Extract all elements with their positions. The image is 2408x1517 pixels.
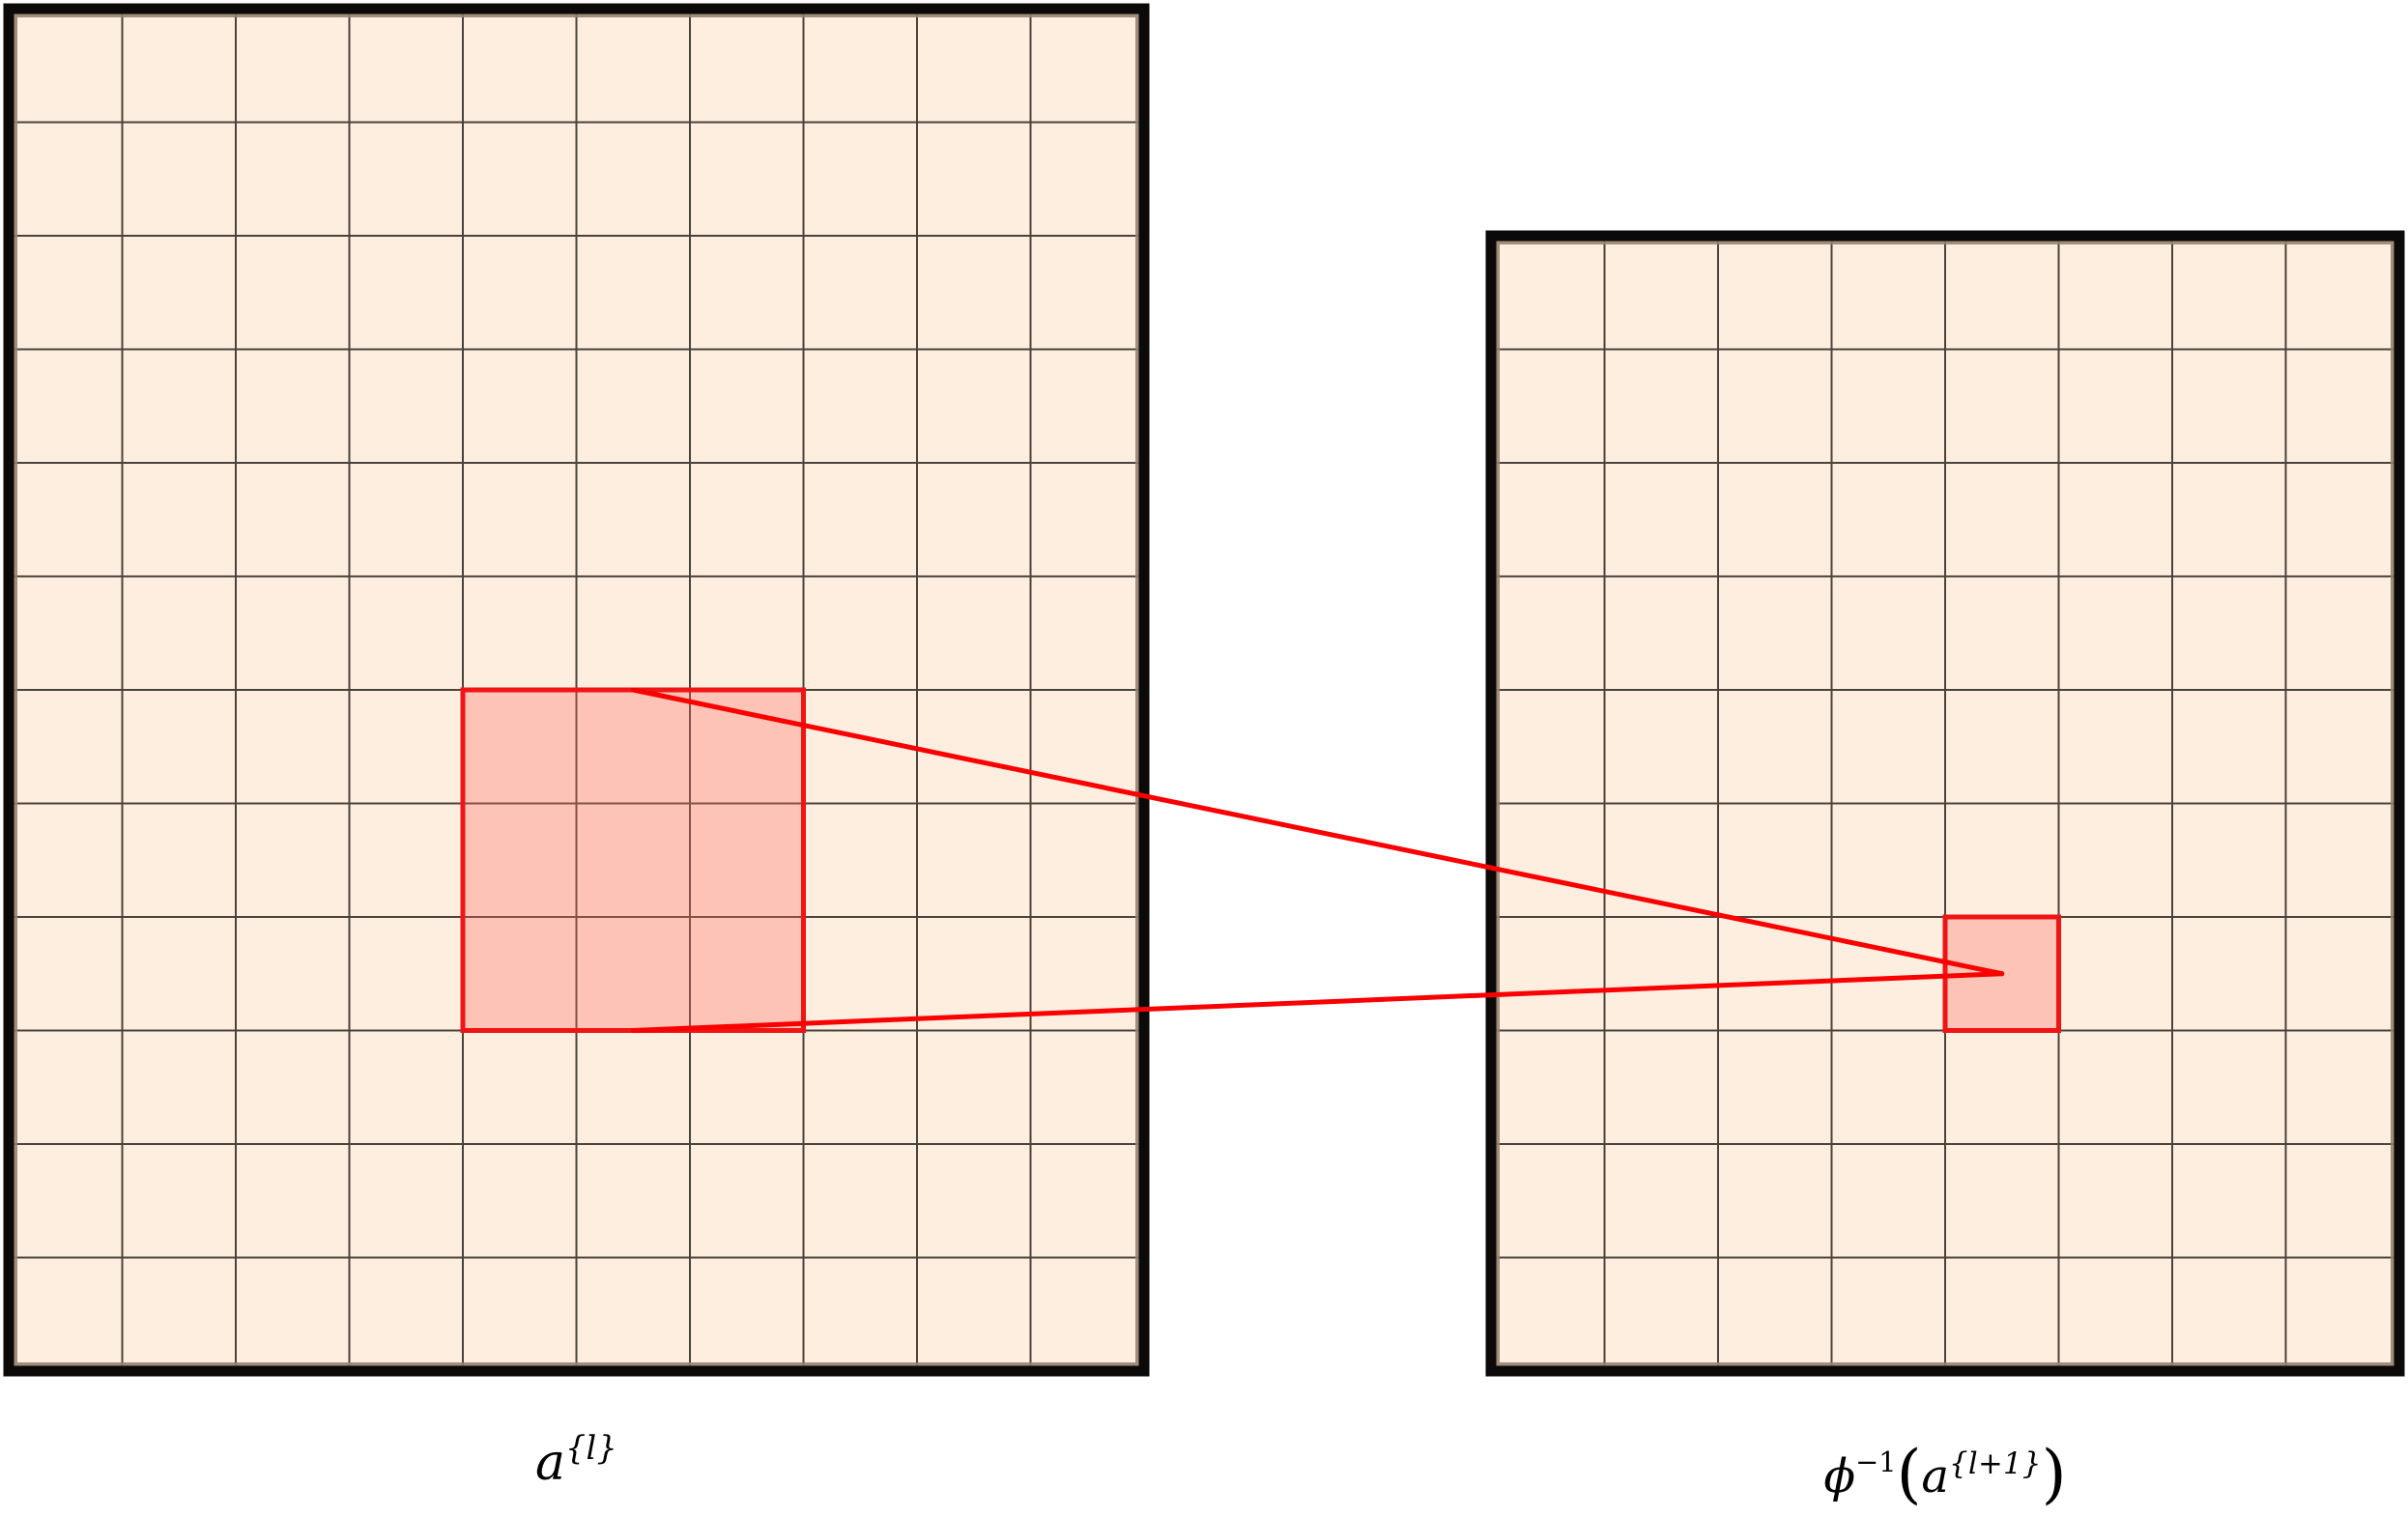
connector-line-bottom [630, 971, 2005, 1033]
close-paren: ) [2041, 1436, 2067, 1511]
output-activation-grid-frame [1485, 230, 2405, 1377]
left-grid-label: a{l} [4, 1431, 1149, 1492]
output-activation-grid [1485, 230, 2405, 1377]
right-grid-label-base: a [1921, 1449, 1950, 1503]
open-paren: ( [1896, 1436, 1922, 1511]
right-grid-label-superscript: {l+1} [1949, 1445, 2042, 1481]
left-grid-label-superscript: {l} [565, 1429, 617, 1468]
left-grid-label-base: a [535, 1434, 566, 1492]
input-activation-grid-frame [3, 3, 1150, 1377]
phi-symbol: ϕ [1823, 1449, 1856, 1503]
input-activation-grid [3, 3, 1150, 1377]
right-grid-label: ϕ−1(a{l+1}) [1486, 1436, 2404, 1509]
receptive-field-highlight [460, 687, 806, 1033]
phi-superscript: −1 [1855, 1445, 1897, 1479]
mapping-connectors [630, 687, 2005, 1033]
connector-line-top [630, 687, 2005, 977]
